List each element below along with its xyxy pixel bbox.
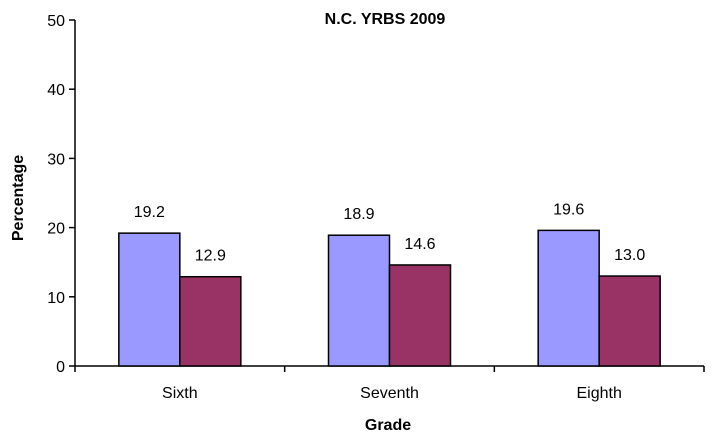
y-tick-label: 40 bbox=[47, 82, 65, 99]
bar bbox=[179, 275, 242, 367]
y-tick-label: 10 bbox=[47, 290, 65, 307]
chart-title: N.C. YRBS 2009 bbox=[325, 11, 446, 28]
y-tick-label: 50 bbox=[47, 13, 65, 30]
x-tick-label: Seventh bbox=[360, 385, 419, 402]
x-tick-label: Sixth bbox=[162, 385, 198, 402]
x-axis-title: Grade bbox=[365, 417, 411, 434]
data-label: 12.9 bbox=[195, 248, 226, 265]
bar bbox=[598, 275, 661, 367]
y-tick-label: 30 bbox=[47, 151, 65, 168]
bar bbox=[118, 232, 181, 367]
y-tick-label: 0 bbox=[56, 359, 65, 376]
data-label: 18.9 bbox=[343, 206, 374, 223]
y-axis-title: Percentage bbox=[10, 155, 27, 241]
data-label: 13.0 bbox=[614, 247, 645, 264]
data-label: 19.6 bbox=[553, 201, 584, 218]
data-label: 14.6 bbox=[404, 236, 435, 253]
x-tick-label: Eighth bbox=[576, 385, 621, 402]
plot-area: 0 10 20 30 40 50 Sixth 19.2 12.9 Seventh 18.9 14.6 E… bbox=[47, 13, 705, 402]
bar bbox=[327, 234, 391, 367]
bar bbox=[388, 264, 452, 367]
bar bbox=[537, 229, 600, 367]
data-label: 19.2 bbox=[134, 204, 165, 221]
y-tick-label: 20 bbox=[47, 221, 65, 238]
